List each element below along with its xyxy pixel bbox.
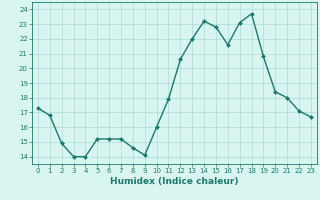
X-axis label: Humidex (Indice chaleur): Humidex (Indice chaleur) — [110, 177, 239, 186]
